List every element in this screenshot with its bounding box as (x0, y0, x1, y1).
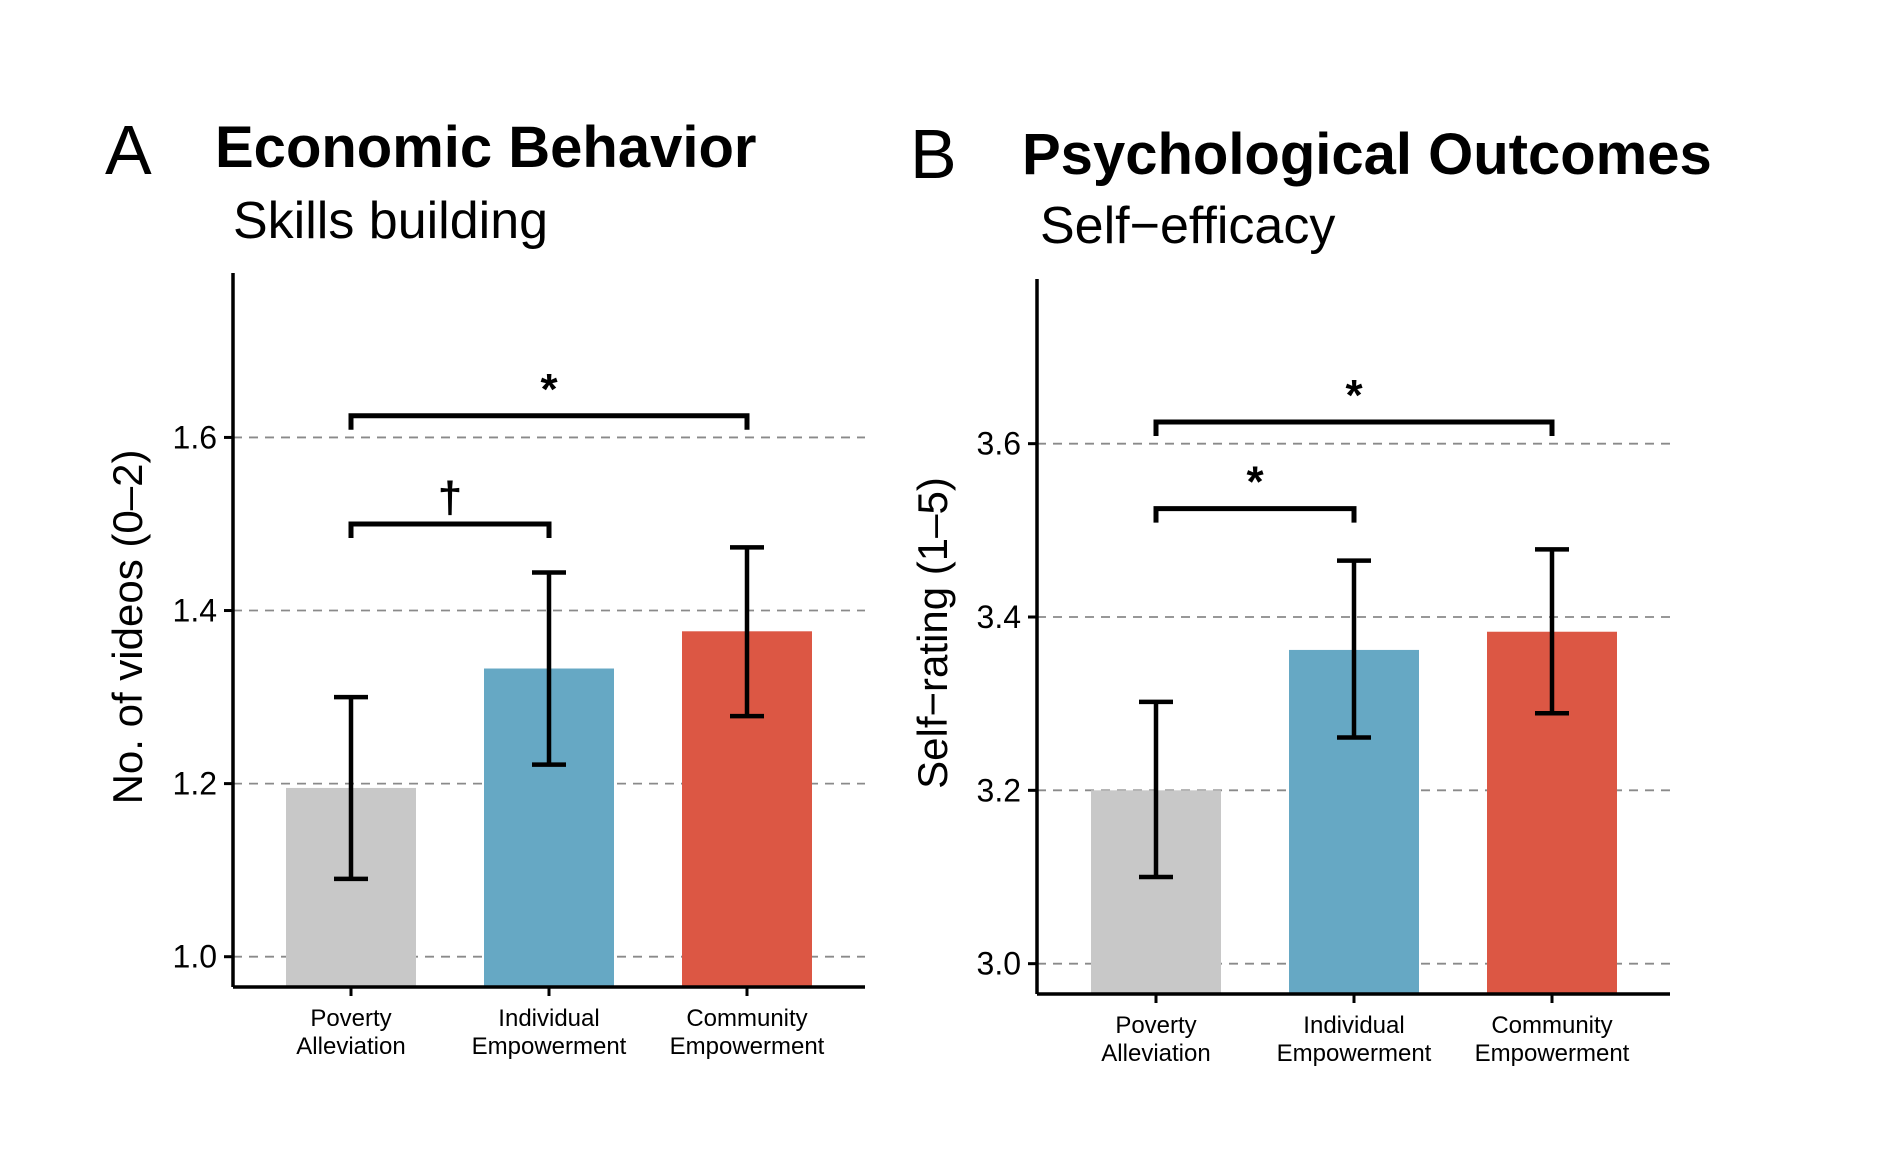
bracket-line (1153, 419, 1555, 436)
x-tick-label: Community Empowerment (1475, 1012, 1630, 1067)
significance-bracket: * (1153, 371, 1555, 436)
y-tick-label: 3.2 (977, 772, 1021, 808)
significance-bracket: * (1153, 458, 1357, 523)
bracket-line (1153, 506, 1357, 523)
x-tick-label: Poverty Alleviation (296, 1005, 405, 1060)
panel-a-subtitle: Skills building (233, 192, 548, 250)
y-tick-label: 3.4 (977, 599, 1021, 635)
significance-label: * (1246, 458, 1264, 507)
error-bar (730, 545, 764, 719)
x-tick-label: Poverty Alleviation (1101, 1012, 1210, 1067)
panel-b-plot: 3.0 3.2 3.4 3.6 Poverty Alleviation Individual… (977, 279, 1670, 1067)
panel-a-title: Economic Behavior (215, 115, 756, 180)
y-tick-label: 1.6 (173, 419, 217, 455)
error-bar (1535, 547, 1569, 716)
y-tick-label: 1.2 (173, 766, 217, 802)
significance-bracket: † (348, 473, 552, 538)
x-tick-label: Individual Empowerment (1277, 1012, 1432, 1067)
significance-label: † (438, 473, 462, 522)
panel-a-plot: 1.0 1.2 1.4 1.6 Poverty Alleviation Individual… (173, 273, 865, 1060)
y-tick-label: 1.4 (173, 593, 217, 629)
error-bar (532, 570, 566, 767)
panel-b-y-axis-label: Self−rating (1–5) (909, 477, 956, 789)
x-tick-label-line: Poverty (310, 1005, 391, 1032)
x-tick-label-line: Poverty (1115, 1012, 1196, 1039)
x-tick-label: Individual Empowerment (472, 1005, 627, 1060)
x-tick-label-line: Empowerment (1277, 1040, 1432, 1067)
panel-a: A Economic Behavior Skills building No. … (104, 111, 865, 1060)
panel-b: B Psychological Outcomes Self−efficacy S… (909, 115, 1712, 1067)
y-tick-label: 3.6 (977, 426, 1021, 462)
significance-bracket: * (348, 365, 750, 430)
y-tick-label: 1.0 (173, 939, 217, 975)
x-tick-label-line: Community (686, 1005, 807, 1032)
bracket-line (348, 521, 552, 538)
error-bar (1139, 699, 1173, 880)
panel-label-a: A (105, 111, 152, 189)
x-tick-label-line: Empowerment (472, 1033, 627, 1060)
x-tick-label-line: Individual (1303, 1012, 1404, 1039)
panel-b-title: Psychological Outcomes (1022, 122, 1712, 187)
bracket-line (348, 413, 750, 430)
x-tick-label-line: Community (1491, 1012, 1612, 1039)
error-bar (1337, 558, 1371, 740)
x-tick-label-line: Alleviation (296, 1033, 405, 1060)
x-tick-label-line: Individual (498, 1005, 599, 1032)
x-tick-label-line: Empowerment (1475, 1040, 1630, 1067)
y-tick-label: 3.0 (977, 946, 1021, 982)
x-tick-label-line: Empowerment (670, 1033, 825, 1060)
error-bar (334, 694, 368, 882)
x-tick-label-line: Alleviation (1101, 1040, 1210, 1067)
panel-a-y-axis-label: No. of videos (0–2) (104, 450, 151, 805)
x-tick-label: Community Empowerment (670, 1005, 825, 1060)
panel-b-subtitle: Self−efficacy (1040, 197, 1335, 255)
significance-label: * (1345, 371, 1363, 420)
panel-label-b: B (910, 115, 957, 193)
significance-label: * (540, 365, 558, 414)
